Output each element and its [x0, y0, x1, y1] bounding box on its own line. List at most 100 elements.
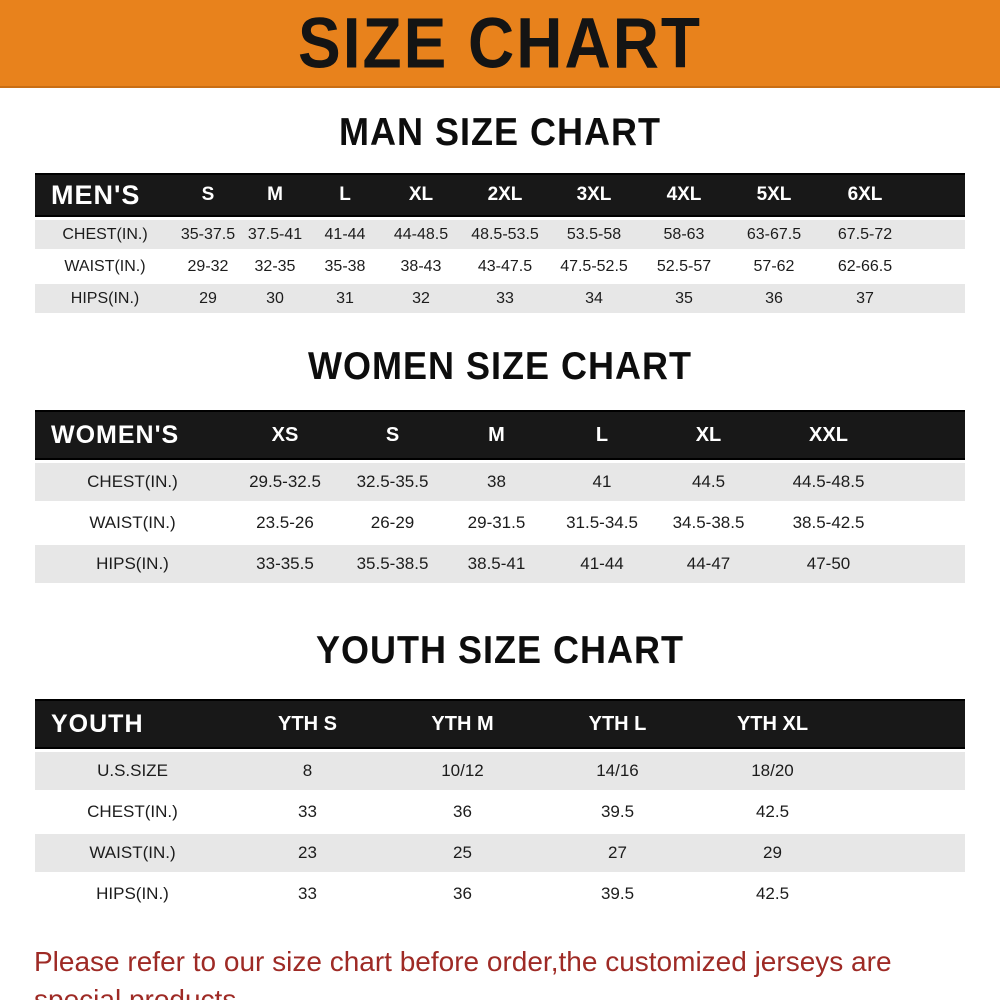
spacer-cell: [896, 410, 965, 460]
spacer-cell: [896, 463, 965, 501]
row-label: HIPS(IN.): [35, 284, 175, 313]
spacer-cell: [911, 252, 965, 281]
size-cell: 67.5-72: [819, 220, 911, 249]
size-cell: 31: [309, 284, 381, 313]
row-label: HIPS(IN.): [35, 545, 230, 583]
size-cell: 38.5-41: [445, 545, 548, 583]
men-size-table: MEN'S S M L XL 2XL 3XL 4XL 5XL 6XL CHEST…: [35, 170, 965, 316]
table-row: HIPS(IN.) 33-35.5 35.5-38.5 38.5-41 41-4…: [35, 545, 965, 583]
size-cell: 35-38: [324, 257, 366, 275]
women-size-table: WOMEN'S XS S M L XL XXL CHEST(IN.) 29.5-…: [35, 407, 965, 586]
size-cell: 37.5-41: [241, 220, 309, 249]
row-label: CHEST(IN.): [35, 220, 175, 249]
size-cell: 27: [540, 834, 695, 872]
youth-header-label: YOUTH: [35, 699, 230, 749]
size-cell: 32: [381, 284, 461, 313]
column-header: YTH XL: [695, 699, 850, 749]
row-label: CHEST(IN.): [87, 802, 178, 821]
spacer-cell: [850, 752, 965, 790]
size-cell: 36: [729, 284, 819, 313]
size-cell: 47-50: [761, 545, 896, 583]
column-header: YTH S: [230, 699, 385, 749]
column-header: S: [340, 410, 445, 460]
table-row: CHEST(IN.) 33 36 39.5 42.5: [35, 793, 965, 831]
table-row: WAIST(IN.) 23.5-26 26-29 29-31.5 31.5-34…: [35, 504, 965, 542]
size-cell: 29-31.5: [467, 513, 526, 532]
size-cell: 48.5-53.5: [461, 220, 549, 249]
row-label: WAIST(IN.): [35, 834, 230, 872]
youth-header-row: YOUTH YTH S YTH M YTH L YTH XL: [35, 699, 965, 749]
disclaimer-line-1: Please refer to our size chart before or…: [34, 946, 892, 1000]
spacer-cell: [850, 834, 965, 872]
women-section-title: WOMEN SIZE CHART: [308, 343, 692, 388]
table-row: HIPS(IN.) 33 36 39.5 42.5: [35, 875, 965, 913]
size-cell: 26-29: [370, 513, 415, 532]
row-label: CHEST(IN.): [35, 463, 230, 501]
row-label: HIPS(IN.): [96, 884, 169, 903]
table-row: U.S.SIZE 8 10/12 14/16 18/20: [35, 752, 965, 790]
table-row: WAIST(IN.) 23 25 27 29: [35, 834, 965, 872]
row-label: U.S.SIZE: [35, 752, 230, 790]
size-cell: 63-67.5: [729, 220, 819, 249]
size-cell: 52.5-57: [656, 257, 712, 275]
column-header: YTH M: [385, 699, 540, 749]
disclaimer-text: Please refer to our size chart before or…: [0, 943, 1000, 1000]
column-header: 6XL: [819, 173, 911, 217]
size-cell: 32-35: [254, 257, 296, 275]
size-cell: 10/12: [385, 752, 540, 790]
size-chart-banner: SIZE CHART: [0, 0, 1000, 88]
size-cell: 42.5: [755, 884, 790, 903]
size-cell: 23.5-26: [256, 513, 314, 532]
size-cell: 44-47: [656, 545, 761, 583]
table-row: CHEST(IN.) 29.5-32.5 32.5-35.5 38 41 44.…: [35, 463, 965, 501]
size-cell: 62-66.5: [837, 257, 893, 275]
column-header: S: [175, 173, 241, 217]
row-label: WAIST(IN.): [89, 513, 176, 532]
size-cell: 33: [298, 884, 317, 903]
banner-title: SIZE CHART: [298, 2, 702, 84]
size-cell: 38-43: [400, 257, 442, 275]
size-cell: 29: [175, 284, 241, 313]
column-header: 3XL: [549, 173, 639, 217]
table-row: HIPS(IN.) 29 30 31 32 33 34 35 36 37: [35, 284, 965, 313]
size-cell: 29.5-32.5: [230, 463, 340, 501]
size-cell: 42.5: [755, 802, 790, 821]
column-header: XXL: [761, 410, 896, 460]
men-header-label: MEN'S: [35, 173, 175, 217]
size-cell: 8: [230, 752, 385, 790]
size-cell: 25: [385, 834, 540, 872]
man-section-title: MAN SIZE CHART: [339, 109, 661, 154]
size-cell: 32.5-35.5: [340, 463, 445, 501]
youth-section-title: YOUTH SIZE CHART: [315, 627, 684, 672]
column-header: 5XL: [729, 173, 819, 217]
spacer-cell: [850, 699, 965, 749]
column-header: M: [445, 410, 548, 460]
size-cell: 44-48.5: [381, 220, 461, 249]
size-cell: 36: [453, 884, 472, 903]
size-cell: 43-47.5: [477, 257, 533, 275]
size-cell: 31.5-34.5: [566, 513, 638, 532]
spacer-cell: [911, 220, 965, 249]
size-cell: 41-44: [548, 545, 656, 583]
size-cell: 34.5-38.5: [672, 513, 745, 532]
size-cell: 33: [298, 802, 317, 821]
size-cell: 23: [230, 834, 385, 872]
size-cell: 29: [695, 834, 850, 872]
spacer-cell: [896, 545, 965, 583]
spacer-cell: [850, 875, 965, 913]
size-cell: 35.5-38.5: [340, 545, 445, 583]
column-header: M: [241, 173, 309, 217]
spacer-cell: [850, 793, 965, 831]
size-cell: 44.5: [656, 463, 761, 501]
size-cell: 37: [819, 284, 911, 313]
column-header: L: [548, 410, 656, 460]
column-header: XL: [656, 410, 761, 460]
size-cell: 41: [548, 463, 656, 501]
size-cell: 34: [549, 284, 639, 313]
spacer-cell: [911, 284, 965, 313]
column-header: XL: [381, 173, 461, 217]
size-cell: 38: [445, 463, 548, 501]
size-cell: 35-37.5: [175, 220, 241, 249]
column-header: L: [309, 173, 381, 217]
spacer-cell: [911, 173, 965, 217]
